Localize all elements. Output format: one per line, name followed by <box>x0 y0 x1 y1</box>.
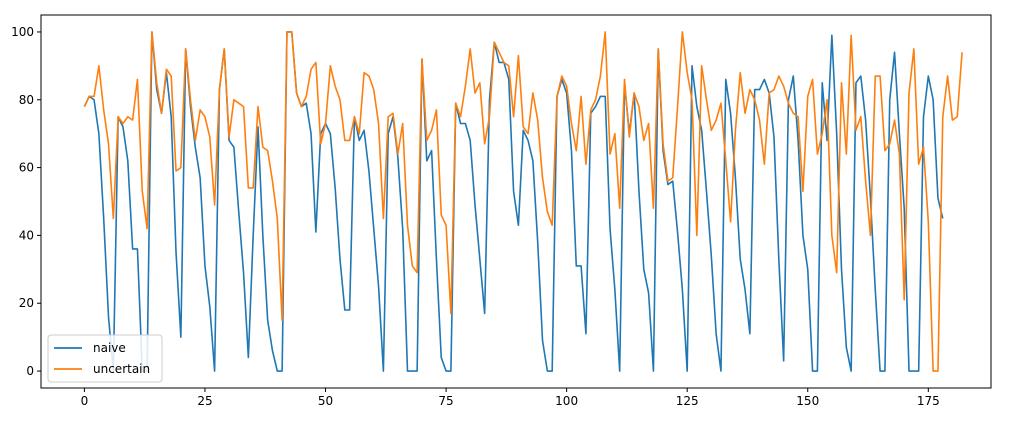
legend-label-naive: naive <box>93 341 126 355</box>
legend-box <box>47 334 163 383</box>
x-tick-label: 0 <box>81 394 89 408</box>
series-line-uncertain <box>83 31 963 372</box>
y-tick-label: 40 <box>19 228 34 242</box>
x-tick-label: 100 <box>555 394 578 408</box>
x-tick-label: 125 <box>676 394 699 408</box>
legend-label-uncertain: uncertain <box>93 362 150 376</box>
legend: naive uncertain <box>47 334 163 383</box>
series-line-naive <box>83 31 944 372</box>
x-tick-label: 150 <box>796 394 819 408</box>
y-tick-label: 20 <box>19 296 34 310</box>
plot-frame <box>40 14 992 389</box>
y-tick-label: 0 <box>26 364 34 378</box>
y-tick-label: 60 <box>19 161 34 175</box>
x-tick-label: 175 <box>917 394 940 408</box>
x-tick-label: 25 <box>197 394 212 408</box>
y-tick-label: 100 <box>11 25 34 39</box>
plot-lines <box>83 31 963 372</box>
x-tick-label: 75 <box>438 394 453 408</box>
y-tick-label: 80 <box>19 93 34 107</box>
x-axis: 0 25 50 75 100 125 150 175 <box>81 388 940 408</box>
y-axis: 0 20 40 60 80 100 <box>11 25 41 378</box>
x-tick-label: 50 <box>318 394 333 408</box>
